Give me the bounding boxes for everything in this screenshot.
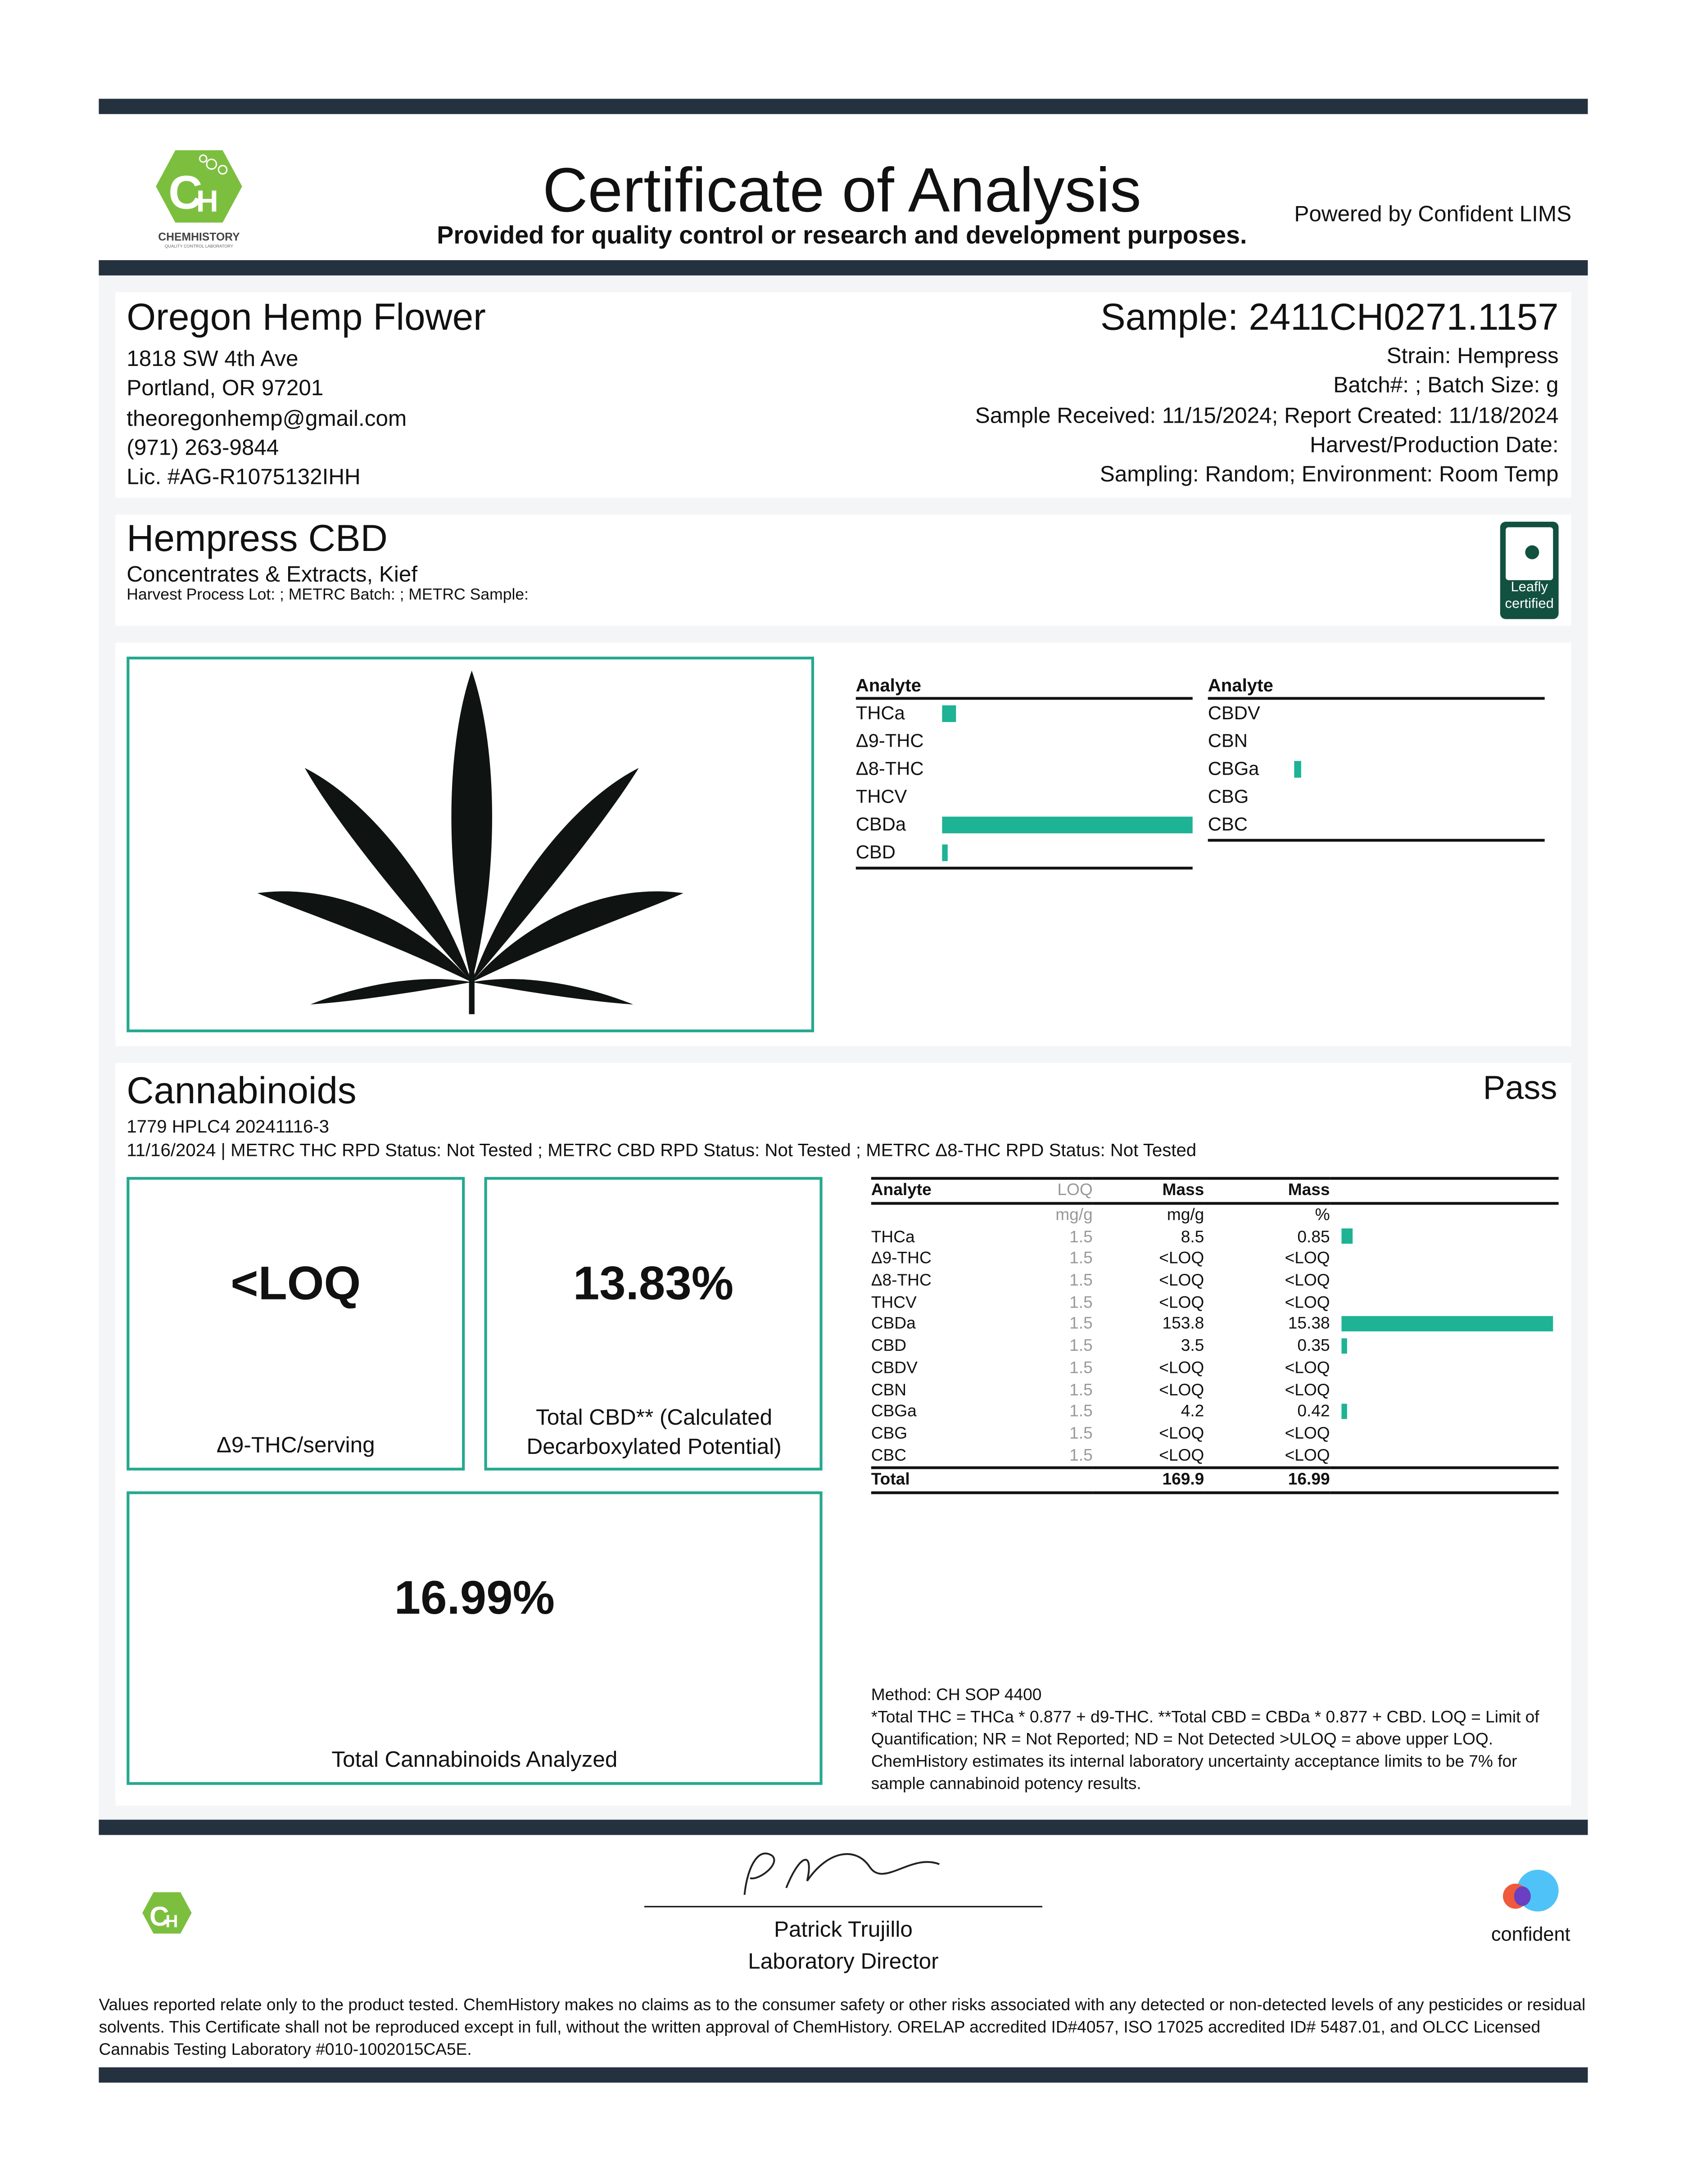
product-name: Hempress CBD [127,517,388,560]
summary-row: Δ8-THC [856,755,1193,783]
result-bar [1341,1403,1347,1419]
product-card: Hempress CBD Concentrates & Extracts, Ki… [115,514,1571,626]
table-row: CBDV 1.5 <LOQ <LOQ [871,1358,1330,1377]
run-id: 1779 HPLC4 20241116-3 [127,1115,330,1137]
analyte-name: CBDV [1208,702,1260,724]
analyte-name: CBC [1208,814,1248,835]
svg-text:H: H [196,184,218,218]
summary-chart-left: Analyte THCa Δ9-THC Δ8-THC THCV CBDa CBD [855,673,1193,870]
result-bar [1341,1316,1553,1332]
rpd-status: 11/16/2024 | METRC THC RPD Status: Not T… [127,1139,1197,1160]
product-lots: Harvest Process Lot: ; METRC Batch: ; ME… [127,587,529,604]
result-bar [1341,1229,1353,1245]
confident-logo: confident [1475,1864,1586,1951]
signatory: Patrick Trujillo Laboratory Director [748,1918,939,1974]
analyte-name: THCa [855,702,905,724]
total-row: Total 169.9 16.99 [871,1466,1559,1494]
cannabis-leaf-icon [257,670,683,1015]
analyte-name: Δ8-THC [855,758,924,779]
summary-bar [942,817,1193,834]
summary-row: CBD [855,839,1193,870]
summary-chart-right: Analyte CBDV CBN CBGa CBG CBC [1208,673,1545,842]
summary-row: Δ9-THC [856,727,1193,755]
summary-row: THCV [856,783,1193,811]
analyte-name: CBD [855,841,896,863]
summary-row: CBC [1208,811,1545,842]
page-subtitle: Provided for quality control or research… [437,221,1247,249]
summary-row: CBDa [856,811,1193,839]
summary-bar [942,844,948,862]
summary-row: CBDV [1208,700,1545,728]
summary-row: CBG [1208,783,1545,811]
footer-bar [99,1819,1588,1835]
page-title: Certificate of Analysis [543,154,1141,226]
sample-id: Sample: 2411CH0271.1157 [1100,296,1559,338]
summary-bar [1294,761,1301,778]
product-category: Concentrates & Extracts, Kief [127,563,418,587]
analyte-name: Δ9-THC [855,730,924,751]
svg-text:C: C [168,167,203,219]
disclaimer: Values reported relate only to the produ… [99,1995,1586,2059]
summary-bar [942,705,956,722]
client-info: 1818 SW 4th Ave Portland, OR 97201 theoreg… [127,347,407,490]
thc-serving-box: <LOQ Δ9-THC/serving [127,1177,465,1471]
analyte-header: Analyte [855,673,1193,700]
cannabis-leaf-image [127,656,815,1033]
powered-by: Powered by Confident LIMS [1294,203,1572,227]
signature-line [644,1906,1042,1908]
top-bar [99,99,1588,114]
summary-row: CBGa [1208,755,1545,783]
table-row: THCa 1.5 8.5 0.85 [871,1226,1559,1248]
result-bar [1341,1338,1347,1354]
table-row: Δ8-THC 1.5 <LOQ <LOQ [871,1270,1330,1290]
leafly-certified-badge: Leafly certified [1500,522,1559,619]
analyte-name: THCV [855,786,907,807]
client-name: Oregon Hemp Flower [127,296,486,338]
leafly-star-icon [1506,527,1553,580]
header-bar [99,260,1588,275]
total-cbd-box: 13.83% Total CBD** (Calculated Decarboxy… [484,1177,823,1471]
summary-row: THCa [856,700,1193,728]
table-row: CBD 1.5 3.5 0.35 [871,1335,1559,1357]
table-header: Analyte LOQ Mass Mass [871,1177,1559,1205]
table-row: THCV 1.5 <LOQ <LOQ [871,1292,1330,1312]
svg-text:C: C [149,1901,169,1931]
analyte-name: CBGa [1208,758,1259,779]
units-row: mg/g mg/g% [1055,1205,1330,1224]
table-row: CBN 1.5 <LOQ <LOQ [871,1379,1330,1399]
table-row: CBG 1.5 <LOQ <LOQ [871,1423,1330,1443]
client-email: theoregonhemp@gmail.com [127,407,407,431]
table-row: CBGa 1.5 4.2 0.42 [871,1401,1559,1422]
analyte-name: CBG [1208,786,1249,807]
table-row: CBC 1.5 <LOQ <LOQ [871,1444,1330,1465]
section-title: Cannabinoids [127,1069,357,1112]
signature-image [743,1852,940,1895]
analyte-name: CBDa [855,814,906,835]
pass-status: Pass [1483,1069,1557,1108]
table-row: Δ9-THC 1.5 <LOQ <LOQ [871,1248,1330,1268]
total-cannabinoids-box: 16.99% Total Cannabinoids Analyzed [127,1491,823,1785]
summary-row: CBN [1208,727,1545,755]
bottom-bar [99,2067,1588,2083]
table-row: CBDa 1.5 153.8 15.38 [871,1313,1559,1335]
svg-text:H: H [165,1912,178,1931]
analyte-header: Analyte [1208,673,1545,700]
method-notes: Method: CH SOP 4400 *Total THC = THCa * … [871,1684,1539,1793]
cannabinoid-results-table: Analyte LOQ Mass Mass mg/g mg/g% THCa 1.5 8.… [871,1177,1559,1494]
analyte-name: CBN [1208,730,1248,751]
overview-card: Analyte THCa Δ9-THC Δ8-THC THCV CBDa CBD Analy… [115,642,1571,1047]
client-sample-card: Oregon Hemp Flower 1818 SW 4th Ave Portla… [115,292,1571,498]
